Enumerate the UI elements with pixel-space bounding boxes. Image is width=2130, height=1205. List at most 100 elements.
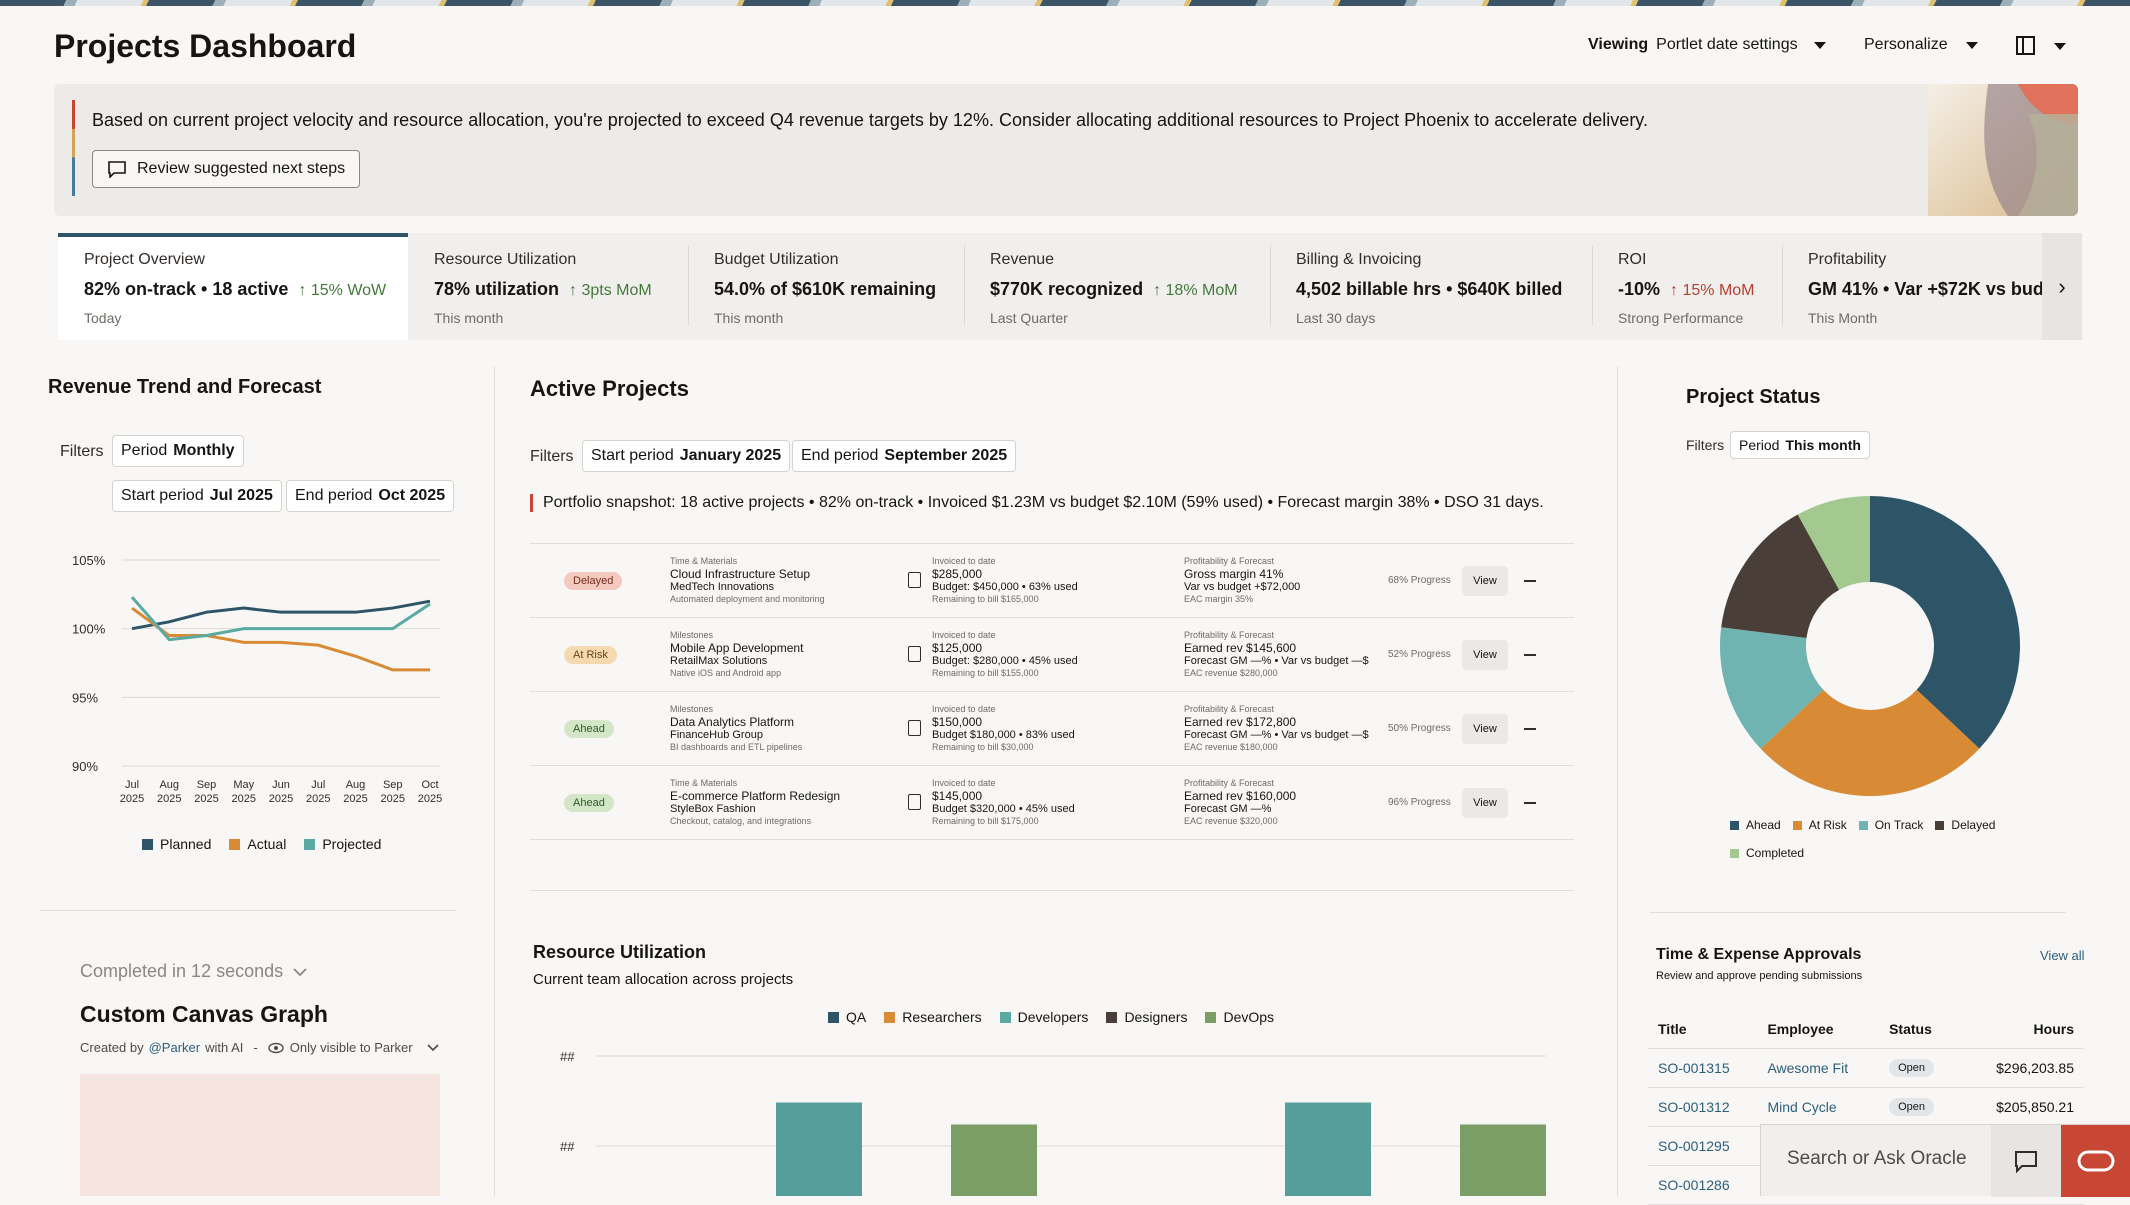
kpi-tab-project-overview[interactable]: Project Overview 82% on-track • 18 activ… [58, 233, 408, 340]
table-row[interactable]: SO-001315 Awesome Fit Open $296,203.85 [1648, 1048, 2084, 1088]
profitability-value: Earned rev $160,000 [1184, 789, 1297, 803]
author-link[interactable]: @Parker [148, 1040, 201, 1055]
view-project-button[interactable]: View [1462, 714, 1508, 744]
bar [1460, 1124, 1546, 1196]
kpi-value: 54.0% of $610K remaining [714, 279, 937, 299]
order-link[interactable]: SO-001315 [1658, 1059, 1730, 1076]
view-project-button[interactable]: View [1462, 566, 1508, 596]
client-name: FinanceHub Group [670, 729, 763, 741]
kpi-label: Revenue [990, 251, 1055, 268]
status-legend: Ahead At Risk On Track Delayed [1730, 818, 1995, 832]
eac-value: EAC revenue $320,000 [1184, 816, 1278, 826]
legend-item-ahead: Ahead [1730, 818, 1781, 832]
client-name: StyleBox Fashion [670, 803, 756, 815]
drag-handle-icon[interactable] [1524, 580, 1536, 582]
viewing-label: Viewing [1588, 36, 1649, 53]
visibility-dropdown[interactable]: Only visible to Parker [268, 1040, 439, 1055]
project-name: Data Analytics Platform [670, 715, 795, 729]
active-start-period-chip[interactable]: Start period January 2025 [582, 440, 791, 472]
completed-label: Completed in 12 seconds [80, 961, 284, 981]
project-row[interactable]: At Risk Milestones Mobile App Development R… [530, 618, 1574, 692]
legend-item-at-risk: At Risk [1792, 818, 1847, 832]
review-next-steps-button[interactable]: Review suggested next steps [92, 150, 361, 188]
project-description: Native iOS and Android app [670, 668, 782, 678]
ask-oracle-input[interactable]: Search or Ask Oracle [1787, 1148, 1967, 1169]
forecast-value: Var vs budget +$72,000 [1184, 581, 1301, 593]
order-link[interactable]: SO-001295 [1658, 1137, 1730, 1154]
project-row[interactable]: Delayed Time & Materials Cloud Infrastruct… [530, 544, 1574, 618]
viewing-value: Portlet date settings [1656, 36, 1798, 53]
created-suffix: with AI [205, 1040, 244, 1055]
kpi-label: Budget Utilization [714, 251, 839, 268]
ask-oracle-bar: Search or Ask Oracle [1760, 1124, 2130, 1197]
period-filter-chip[interactable]: Period Monthly [112, 435, 244, 467]
layout-toggle-button[interactable] [2016, 36, 2066, 56]
employee-link[interactable]: Mind Cycle [1767, 1098, 1837, 1115]
kpi-tab-roi[interactable]: ROI -10% ↑ 15% MoM Strong Performance [1592, 233, 1782, 340]
kpi-tab-resource-utilization[interactable]: Resource Utilization 78% utilization ↑ 3p… [408, 233, 688, 340]
kpi-tab-revenue[interactable]: Revenue $770K recognized ↑ 18% MoM Last Q… [964, 233, 1270, 340]
project-description: BI dashboards and ETL pipelines [670, 742, 803, 752]
series-line-planned [131, 599, 431, 631]
order-link[interactable]: SO-001286 [1658, 1176, 1730, 1193]
top-decorative-stripe [0, 0, 2130, 6]
employee-link[interactable]: Awesome Fit [1767, 1059, 1849, 1076]
eye-icon [268, 1042, 284, 1053]
view-project-button[interactable]: View [1462, 788, 1508, 818]
column-divider [494, 366, 495, 1196]
chat-button[interactable] [1991, 1125, 2061, 1197]
view-project-button[interactable]: View [1462, 640, 1508, 670]
legend-item-researchers: Researchers [884, 1009, 982, 1025]
client-name: MedTech Innovations [670, 581, 774, 593]
drag-handle-icon[interactable] [1524, 728, 1536, 730]
status-period-chip[interactable]: Period This month [1730, 431, 1870, 459]
series-line-projected [130, 596, 431, 642]
start-period-chip[interactable]: Start period Jul 2025 [112, 480, 282, 512]
project-row[interactable]: Ahead Milestones Data Analytics Platform Fi… [530, 692, 1574, 766]
personalize-dropdown[interactable]: Personalize [1864, 36, 1978, 54]
project-info: Milestones Mobile App Development RetailMa… [670, 630, 900, 679]
kpi-label: Profitability [1808, 251, 1887, 268]
table-row[interactable]: SO-001312 Mind Cycle Open $205,850.21 [1648, 1087, 2084, 1127]
x-tick-label: 2025 [269, 793, 293, 805]
completed-status-toggle[interactable]: Completed in 12 seconds [80, 961, 307, 982]
custom-canvas-title: Custom Canvas Graph [80, 1001, 328, 1027]
kpi-next-button[interactable]: › [2042, 233, 2082, 340]
drag-handle-icon[interactable] [1524, 654, 1536, 656]
active-end-period-chip[interactable]: End period September 2025 [792, 440, 1017, 472]
x-tick-label: Sep [383, 779, 403, 791]
donut-slice-on-track [1720, 627, 1824, 749]
section-divider [1650, 912, 2066, 913]
billing-type: Time & Materials [670, 556, 738, 566]
profitability-label: Profitability & Forecast [1184, 630, 1275, 640]
kpi-divider [1592, 245, 1593, 325]
forecast-value: Forecast GM —% [1184, 803, 1272, 815]
column-header: Employee [1757, 1010, 1880, 1049]
y-tick-label: 95% [72, 690, 98, 705]
oracle-button[interactable] [2061, 1125, 2130, 1197]
kpi-tab-budget-utilization[interactable]: Budget Utilization 54.0% of $610K remain… [688, 233, 964, 340]
layout-panel-icon [2016, 36, 2035, 55]
profitability-label: Profitability & Forecast [1184, 778, 1275, 788]
kpi-subtitle: Last 30 days [1296, 310, 1376, 326]
profitability-info: Profitability & Forecast Gross margin 41%… [1184, 556, 1384, 605]
view-all-link[interactable]: View all [2040, 948, 2085, 963]
end-period-chip[interactable]: End period Oct 2025 [286, 480, 455, 512]
kpi-tab-billing-invoicing[interactable]: Billing & Invoicing 4,502 billable hrs •… [1270, 233, 1592, 340]
resource-legend: QA Researchers Developers Designers DevO… [828, 1009, 1274, 1025]
project-row[interactable]: Ahead Time & Materials E-commerce Platform… [530, 766, 1574, 840]
drag-handle-icon[interactable] [1524, 802, 1536, 804]
kpi-tab-profitability[interactable]: Profitability GM 41% • Var +$72K vs bud … [1782, 233, 2042, 340]
forecast-value: Forecast GM —% • Var vs budget —$ [1184, 729, 1369, 741]
budget-value: Budget $320,000 • 45% used [932, 803, 1075, 815]
portlet-date-settings-dropdown[interactable]: Viewing Portlet date settings [1588, 36, 1826, 54]
table-top-border [530, 543, 1574, 544]
kpi-strip: Project Overview 82% on-track • 18 activ… [58, 233, 2082, 340]
resource-bar-chart: ## ## [560, 1049, 1546, 1196]
order-link[interactable]: SO-001312 [1658, 1098, 1730, 1115]
budget-value: Budget: $280,000 • 45% used [932, 655, 1078, 667]
chevron-right-icon: › [2058, 273, 2066, 299]
chevron-down-icon [2054, 42, 2066, 50]
x-tick-label: Aug [159, 779, 179, 791]
document-icon [908, 794, 921, 810]
